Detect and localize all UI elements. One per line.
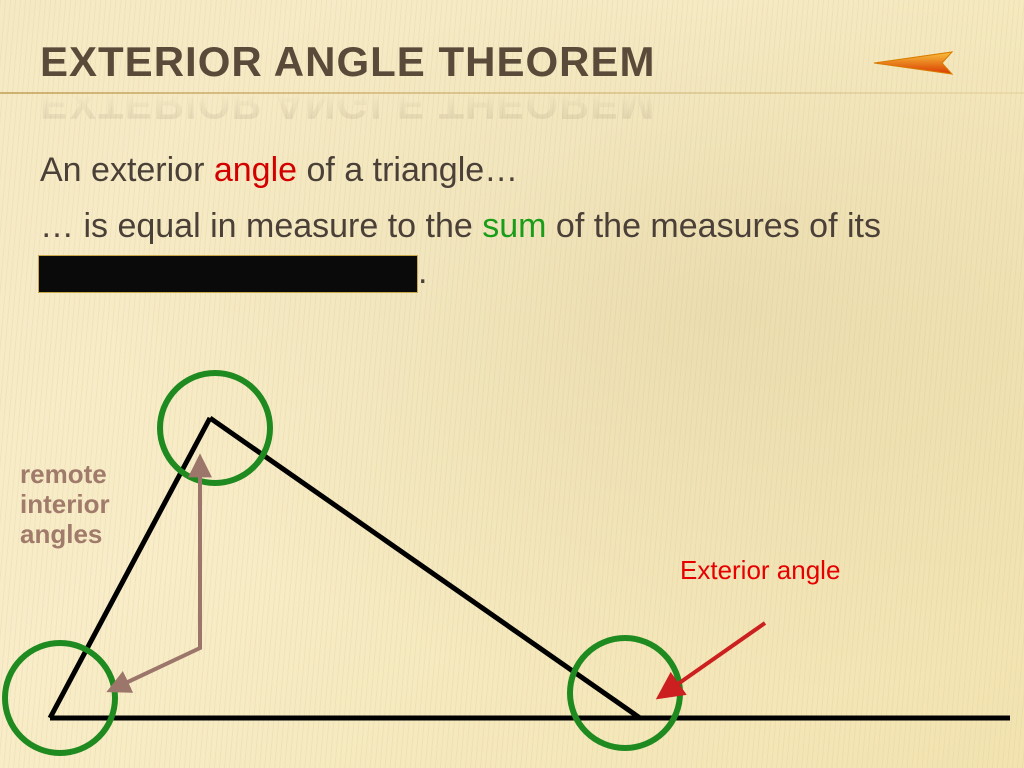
triangle-diagram xyxy=(0,348,1024,768)
hidden-answer-box[interactable] xyxy=(38,255,418,293)
circle-apex-angle xyxy=(160,373,270,483)
title-block: EXTERIOR ANGLE THEOREM EXTERIOR ANGLE TH… xyxy=(40,38,984,128)
text-frag: . xyxy=(418,253,427,291)
text-frag: An exterior xyxy=(40,151,214,189)
triangle-left-side xyxy=(50,418,210,718)
circle-exterior-angle xyxy=(570,638,680,748)
slide-title-reflection: EXTERIOR ANGLE THEOREM xyxy=(40,80,984,128)
title-underline xyxy=(0,92,1024,94)
back-arrow-icon[interactable] xyxy=(874,48,954,78)
text-frag: … is equal in measure to the xyxy=(40,207,482,245)
text-highlight-angle: angle xyxy=(214,151,297,189)
arrow-exterior xyxy=(665,623,765,693)
text-frag: of the measures of its xyxy=(546,207,881,245)
slide-title: EXTERIOR ANGLE THEOREM xyxy=(40,38,984,86)
text-highlight-sum: sum xyxy=(482,207,546,245)
text-frag: of a triangle… xyxy=(297,151,518,189)
theorem-text: An exterior angle of a triangle… … is eq… xyxy=(40,148,964,296)
